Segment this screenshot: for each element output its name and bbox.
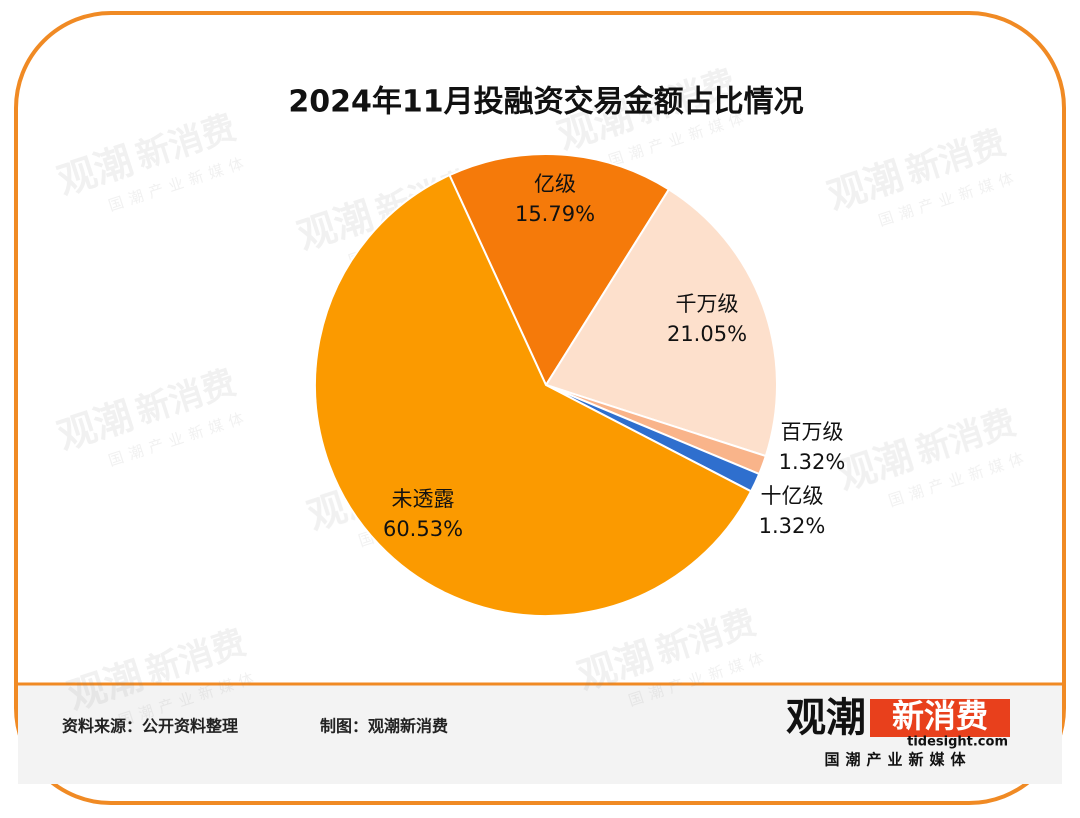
slice-label: 亿级 (534, 172, 576, 196)
pie-slice (314, 173, 753, 617)
slice-value-label: 21.05% (667, 322, 747, 346)
logo: 观潮 新消费 tidesight.com 国潮产业新媒体 (786, 695, 1010, 769)
slice-label: 未透露 (392, 487, 455, 511)
logo-tagline: 国潮产业新媒体 (824, 751, 971, 769)
slice-value-label: 1.32% (759, 514, 826, 538)
source-note: 资料来源：公开资料整理 (62, 717, 238, 736)
logo-box (870, 699, 1010, 737)
slice-value-label: 1.32% (779, 450, 846, 474)
logo-box-text: 新消费 (892, 697, 988, 735)
logo-site: tidesight.com (907, 735, 1008, 750)
slice-label: 十亿级 (761, 484, 824, 508)
slice-label: 百万级 (781, 420, 844, 444)
credit-note: 制图：观潮新消费 (320, 717, 448, 736)
slice-value-label: 60.53% (383, 517, 463, 541)
slice-value-label: 15.79% (515, 202, 595, 226)
pie-slice (544, 188, 778, 458)
pie-slice (448, 153, 671, 388)
chart-title: 2024年11月投融资交易金额占比情况 (288, 85, 803, 120)
logo-brand: 观潮 (786, 695, 866, 741)
pie: 亿级 15.79% 千万级 21.05% 百万级 1.32% 十亿级 1.32% 未透露 60.5… (314, 153, 846, 617)
slice-label: 千万级 (676, 292, 739, 316)
